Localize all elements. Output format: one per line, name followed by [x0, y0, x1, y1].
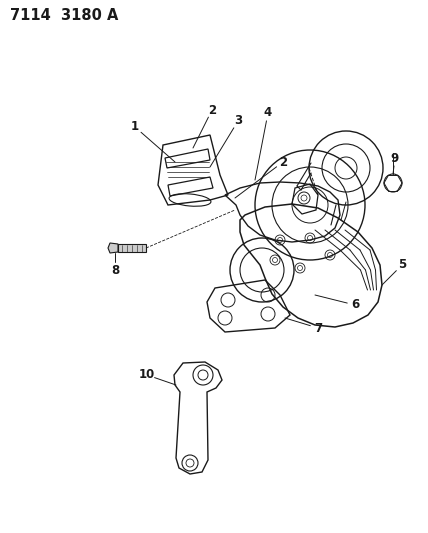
Text: 3: 3 — [234, 115, 242, 127]
Text: 4: 4 — [264, 107, 272, 119]
Polygon shape — [118, 244, 146, 252]
Text: 9: 9 — [391, 151, 399, 165]
Text: 8: 8 — [111, 263, 119, 277]
Polygon shape — [108, 243, 118, 253]
Text: 7: 7 — [314, 321, 322, 335]
Text: 1: 1 — [131, 120, 139, 133]
Text: 5: 5 — [398, 259, 406, 271]
Text: 7114  3180 A: 7114 3180 A — [10, 8, 119, 23]
Text: 2: 2 — [208, 103, 216, 117]
Text: 6: 6 — [351, 298, 359, 311]
Text: 2: 2 — [279, 156, 287, 168]
Text: 10: 10 — [139, 368, 155, 382]
